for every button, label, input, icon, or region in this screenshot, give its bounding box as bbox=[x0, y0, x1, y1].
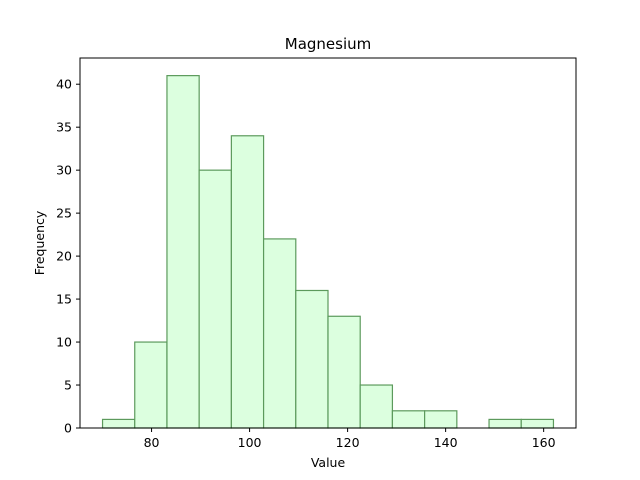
histogram-bar-6 bbox=[295, 289, 329, 429]
y-axis-ticks: 0 5 10 15 20 25 30 35 40 bbox=[56, 77, 80, 436]
y-tick-label: 0 bbox=[64, 421, 72, 436]
histogram-bar-1 bbox=[134, 341, 168, 429]
y-tick-label: 35 bbox=[56, 120, 72, 135]
histogram-bar-10 bbox=[424, 410, 458, 429]
histogram-bar-12 bbox=[488, 418, 522, 429]
y-tick-label: 20 bbox=[56, 249, 72, 264]
y-tick-label: 5 bbox=[64, 378, 72, 393]
y-tick-label: 25 bbox=[56, 206, 72, 221]
histogram-bar-8 bbox=[359, 384, 394, 429]
histogram-bar-0 bbox=[101, 418, 136, 429]
x-tick-label: 160 bbox=[532, 435, 556, 450]
x-tick-label: 80 bbox=[144, 435, 160, 450]
histogram-bar-13 bbox=[520, 418, 555, 429]
y-axis-title: Frequency bbox=[32, 210, 47, 275]
histogram-bar-7 bbox=[327, 315, 361, 429]
histogram-bar-9 bbox=[391, 410, 426, 429]
histogram-bar-5 bbox=[262, 238, 297, 429]
bars-group bbox=[101, 75, 555, 429]
histogram-bar-4 bbox=[230, 135, 265, 429]
plot-frame bbox=[79, 57, 577, 429]
histogram-bar-2 bbox=[166, 75, 200, 429]
x-axis-title: Value bbox=[311, 455, 346, 470]
y-tick-label: 40 bbox=[56, 77, 72, 92]
y-tick-label: 15 bbox=[56, 292, 72, 307]
chart-title: Magnesium bbox=[285, 35, 372, 53]
x-tick-label: 140 bbox=[434, 435, 458, 450]
x-axis-ticks: 80 100 120 140 160 bbox=[144, 428, 556, 450]
x-tick-label: 120 bbox=[336, 435, 360, 450]
histogram-bar-3 bbox=[198, 169, 232, 429]
y-tick-label: 10 bbox=[56, 335, 72, 350]
y-tick-label: 30 bbox=[56, 163, 72, 178]
x-tick-label: 100 bbox=[238, 435, 262, 450]
